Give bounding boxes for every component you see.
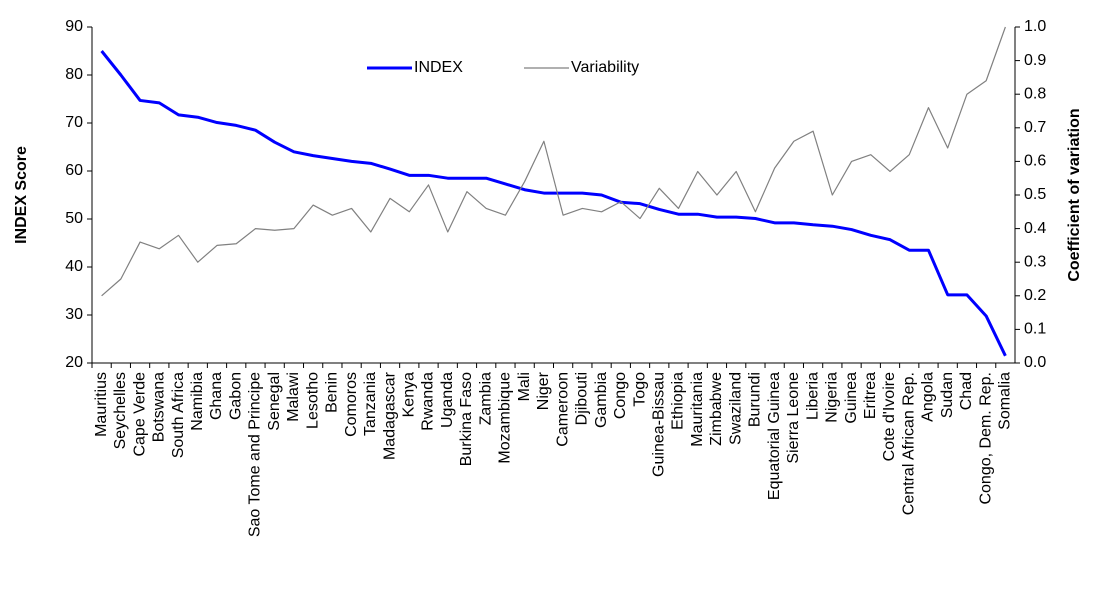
x-tick-label: Tanzania: [362, 372, 379, 436]
x-tick-label: Uganda: [439, 372, 456, 428]
x-tick-label: Ethiopia: [670, 372, 687, 430]
x-tick-label: Djibouti: [574, 372, 591, 425]
x-tick-label: Ghana: [208, 372, 225, 420]
x-tick-label: Guinea: [843, 372, 860, 424]
y2-tick-label: 0.3: [1024, 253, 1046, 270]
x-tick-label: Nigeria: [824, 372, 841, 423]
y2-tick-label: 0.1: [1024, 321, 1046, 338]
x-tick-label: Cote d'Ivoire: [881, 372, 898, 461]
y2-tick-label: 1.0: [1024, 18, 1046, 35]
x-tick-label: Gambia: [593, 372, 610, 428]
x-tick-label: Central African Rep.: [900, 372, 917, 515]
x-tick-label: Senegal: [266, 372, 283, 431]
x-tick-label: Swaziland: [727, 372, 744, 445]
y-tick-label: 40: [65, 258, 83, 275]
legend-label: INDEX: [414, 59, 463, 76]
x-tick-label: Mauritius: [93, 372, 110, 437]
legend-label: Variability: [571, 59, 639, 76]
x-tick-label: Zambia: [477, 372, 494, 425]
y-axis-title: INDEX Score: [13, 146, 30, 244]
x-tick-label: Madagascar: [381, 371, 398, 460]
x-tick-label: Burundi: [747, 372, 764, 427]
x-tick-label: Cameroon: [554, 372, 571, 447]
y2-tick-label: 0.7: [1024, 119, 1046, 136]
y2-axis-title: Coefficient of variation: [1066, 108, 1083, 281]
x-tick-label: Guinea-Bissau: [650, 372, 667, 477]
x-tick-label: Congo: [612, 372, 629, 419]
series-line: [100, 50, 1007, 357]
y2-tick-label: 0.9: [1024, 52, 1046, 69]
x-tick-label: Mauritania: [689, 372, 706, 447]
x-tick-label: Comoros: [343, 372, 360, 437]
y2-tick-label: 0.0: [1024, 354, 1046, 371]
x-tick-label: Congo, Dem. Rep.: [977, 372, 994, 505]
x-tick-label: Zimbabwe: [708, 372, 725, 446]
y-tick-label: 20: [65, 354, 83, 371]
x-tick-label: Kenya: [401, 372, 418, 417]
x-tick-label: Togo: [631, 372, 648, 407]
x-tick-label: Niger: [535, 371, 552, 410]
x-tick-label: Burkina Faso: [458, 372, 475, 466]
x-tick-label: South Africa: [170, 372, 187, 458]
x-tick-label: Chad: [958, 372, 975, 410]
x-tick-label: Gabon: [227, 372, 244, 420]
y2-tick-label: 0.6: [1024, 153, 1046, 170]
x-tick-label: Botswana: [151, 372, 168, 442]
x-tick-label: Mozambique: [497, 372, 514, 464]
x-tick-label: Eritrea: [862, 372, 879, 419]
y2-tick-label: 0.2: [1024, 287, 1046, 304]
x-tick-label: Sao Tome and Principe: [247, 372, 264, 537]
y-tick-label: 30: [65, 306, 83, 323]
x-tick-label: Sudan: [939, 372, 956, 418]
y-tick-label: 60: [65, 162, 83, 179]
y-tick-label: 90: [65, 18, 83, 35]
x-tick-label: Angola: [920, 372, 937, 422]
x-tick-label: Liberia: [804, 372, 821, 420]
y2-tick-label: 0.5: [1024, 186, 1046, 203]
x-tick-label: Cape Verde: [131, 372, 148, 457]
y-tick-label: 50: [65, 210, 83, 227]
x-tick-label: Seychelles: [112, 372, 129, 449]
x-tick-label: Malawi: [285, 372, 302, 422]
x-tick-label: Sierra Leone: [785, 372, 802, 464]
y-tick-label: 80: [65, 66, 83, 83]
y2-tick-label: 0.4: [1024, 220, 1046, 237]
x-tick-label: Somalia: [997, 372, 1014, 430]
y2-tick-label: 0.8: [1024, 85, 1046, 102]
x-tick-label: Equatorial Guinea: [766, 372, 783, 500]
x-tick-label: Rwanda: [420, 372, 437, 431]
y-tick-label: 70: [65, 114, 83, 131]
x-tick-label: Mali: [516, 372, 533, 401]
x-tick-label: Benin: [324, 372, 341, 413]
series-line: [101, 26, 1006, 297]
x-tick-label: Namibia: [189, 372, 206, 431]
x-tick-label: Lesotho: [304, 372, 321, 429]
